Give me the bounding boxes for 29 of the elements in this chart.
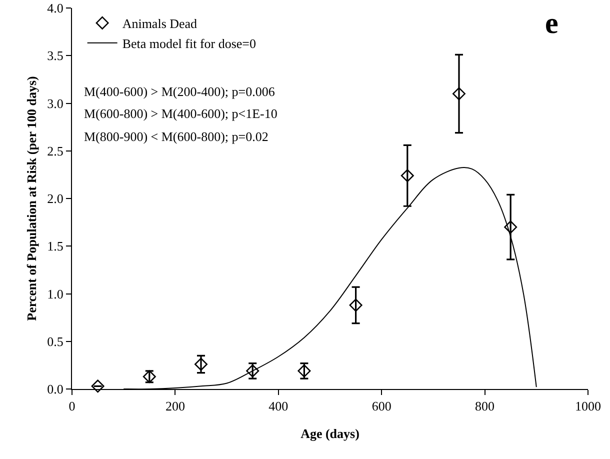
annotation: M(600-800) > M(400-600); p<1E-10 [84, 106, 278, 121]
y-tick-label: 0.0 [47, 382, 64, 397]
y-tick-label: 1.0 [47, 286, 64, 302]
x-tick-label: 400 [268, 398, 288, 414]
x-tick-label: 600 [372, 398, 392, 414]
y-tick-label: 0.5 [47, 334, 64, 349]
point [452, 87, 466, 100]
annotation: M(400-600) > M(200-400); p=0.006 [84, 84, 276, 99]
legend-label: Animals Dead [122, 16, 198, 32]
annotation: M(800-900) < M(600-800); p=0.02 [84, 129, 268, 144]
x-tick-label: 0 [68, 398, 76, 414]
legend-label: Beta model fit for dose=0 [122, 36, 256, 51]
y-axis-title: Percent of Population at Risk (per 100 days) [24, 76, 39, 321]
y-tick-label: 2.5 [47, 143, 64, 158]
x-tick-label: 800 [475, 398, 495, 414]
y-tick-label: 1.5 [47, 238, 64, 254]
point [91, 380, 104, 393]
x-tick-label: 200 [165, 398, 185, 414]
y-tick-label: 4.0 [47, 0, 64, 16]
y-tick-label: 3.0 [47, 96, 64, 111]
y-tick-label: 2.0 [47, 191, 64, 206]
x-tick-label: 1000 [575, 398, 601, 414]
point [194, 358, 208, 371]
point [349, 298, 362, 312]
y-tick-label: 3.5 [47, 48, 64, 64]
point [504, 220, 518, 234]
point [400, 169, 414, 182]
annotation: e [545, 7, 558, 40]
x-axis-title: Age (days) [300, 426, 360, 441]
